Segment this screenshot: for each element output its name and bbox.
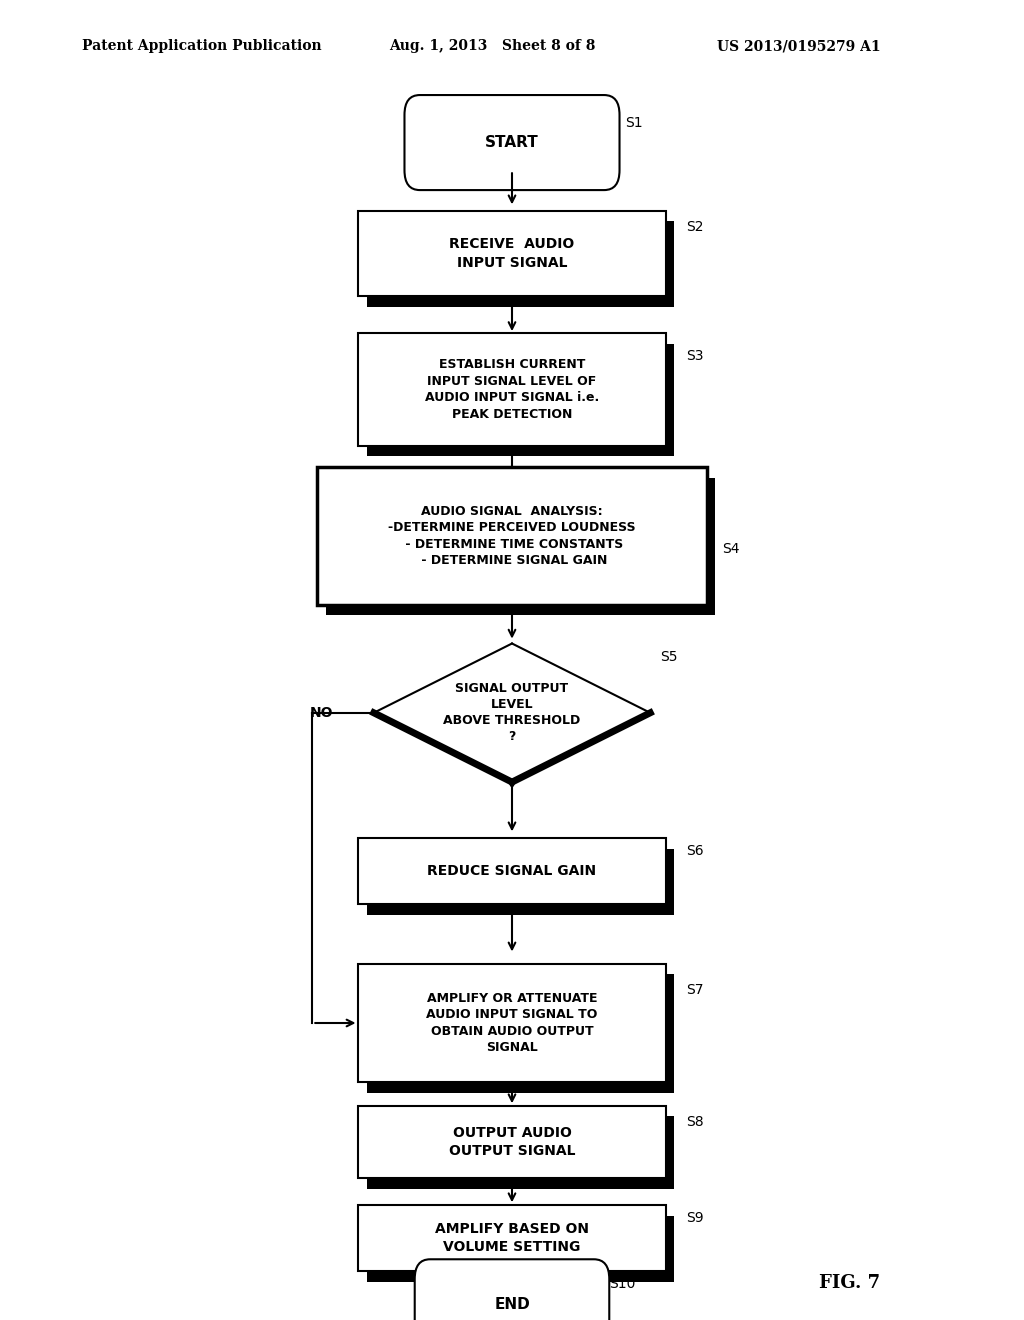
Text: S1: S1 xyxy=(625,116,642,129)
Text: RECEIVE  AUDIO
INPUT SIGNAL: RECEIVE AUDIO INPUT SIGNAL xyxy=(450,238,574,269)
FancyBboxPatch shape xyxy=(367,974,674,1093)
FancyBboxPatch shape xyxy=(367,345,674,457)
Text: S6: S6 xyxy=(686,845,703,858)
Text: S9: S9 xyxy=(686,1212,703,1225)
Text: AUDIO SIGNAL  ANALYSIS:
-DETERMINE PERCEIVED LOUDNESS
 - DETERMINE TIME CONSTANT: AUDIO SIGNAL ANALYSIS: -DETERMINE PERCEI… xyxy=(388,504,636,568)
FancyBboxPatch shape xyxy=(358,334,666,446)
Text: S10: S10 xyxy=(609,1278,636,1291)
Text: S8: S8 xyxy=(686,1115,703,1129)
FancyBboxPatch shape xyxy=(358,1205,666,1271)
Text: AMPLIFY OR ATTENUATE
AUDIO INPUT SIGNAL TO
OBTAIN AUDIO OUTPUT
SIGNAL: AMPLIFY OR ATTENUATE AUDIO INPUT SIGNAL … xyxy=(426,991,598,1055)
FancyBboxPatch shape xyxy=(358,964,666,1082)
Text: SIGNAL OUTPUT
LEVEL
ABOVE THRESHOLD
?: SIGNAL OUTPUT LEVEL ABOVE THRESHOLD ? xyxy=(443,682,581,743)
FancyBboxPatch shape xyxy=(367,1216,674,1282)
Text: ESTABLISH CURRENT
INPUT SIGNAL LEVEL OF
AUDIO INPUT SIGNAL i.e.
PEAK DETECTION: ESTABLISH CURRENT INPUT SIGNAL LEVEL OF … xyxy=(425,358,599,421)
FancyBboxPatch shape xyxy=(367,1117,674,1188)
Text: NO: NO xyxy=(309,706,333,719)
FancyBboxPatch shape xyxy=(358,210,666,296)
Text: REDUCE SIGNAL GAIN: REDUCE SIGNAL GAIN xyxy=(427,865,597,878)
Text: S2: S2 xyxy=(686,220,703,234)
Polygon shape xyxy=(326,478,715,615)
FancyBboxPatch shape xyxy=(415,1259,609,1320)
Polygon shape xyxy=(374,643,650,781)
FancyBboxPatch shape xyxy=(404,95,620,190)
Text: END: END xyxy=(495,1296,529,1312)
FancyBboxPatch shape xyxy=(317,467,707,605)
FancyBboxPatch shape xyxy=(367,849,674,915)
Text: Aug. 1, 2013   Sheet 8 of 8: Aug. 1, 2013 Sheet 8 of 8 xyxy=(389,40,596,53)
Text: S3: S3 xyxy=(686,350,703,363)
Text: US 2013/0195279 A1: US 2013/0195279 A1 xyxy=(717,40,881,53)
Text: OUTPUT AUDIO
OUTPUT SIGNAL: OUTPUT AUDIO OUTPUT SIGNAL xyxy=(449,1126,575,1158)
Text: FIG. 7: FIG. 7 xyxy=(819,1274,881,1292)
FancyBboxPatch shape xyxy=(367,220,674,306)
Text: S7: S7 xyxy=(686,983,703,997)
Text: S5: S5 xyxy=(660,649,678,664)
Text: AMPLIFY BASED ON
VOLUME SETTING: AMPLIFY BASED ON VOLUME SETTING xyxy=(435,1222,589,1254)
Text: S4: S4 xyxy=(722,543,739,556)
Text: START: START xyxy=(485,135,539,150)
Text: Patent Application Publication: Patent Application Publication xyxy=(82,40,322,53)
FancyBboxPatch shape xyxy=(358,838,666,904)
FancyBboxPatch shape xyxy=(358,1106,666,1177)
